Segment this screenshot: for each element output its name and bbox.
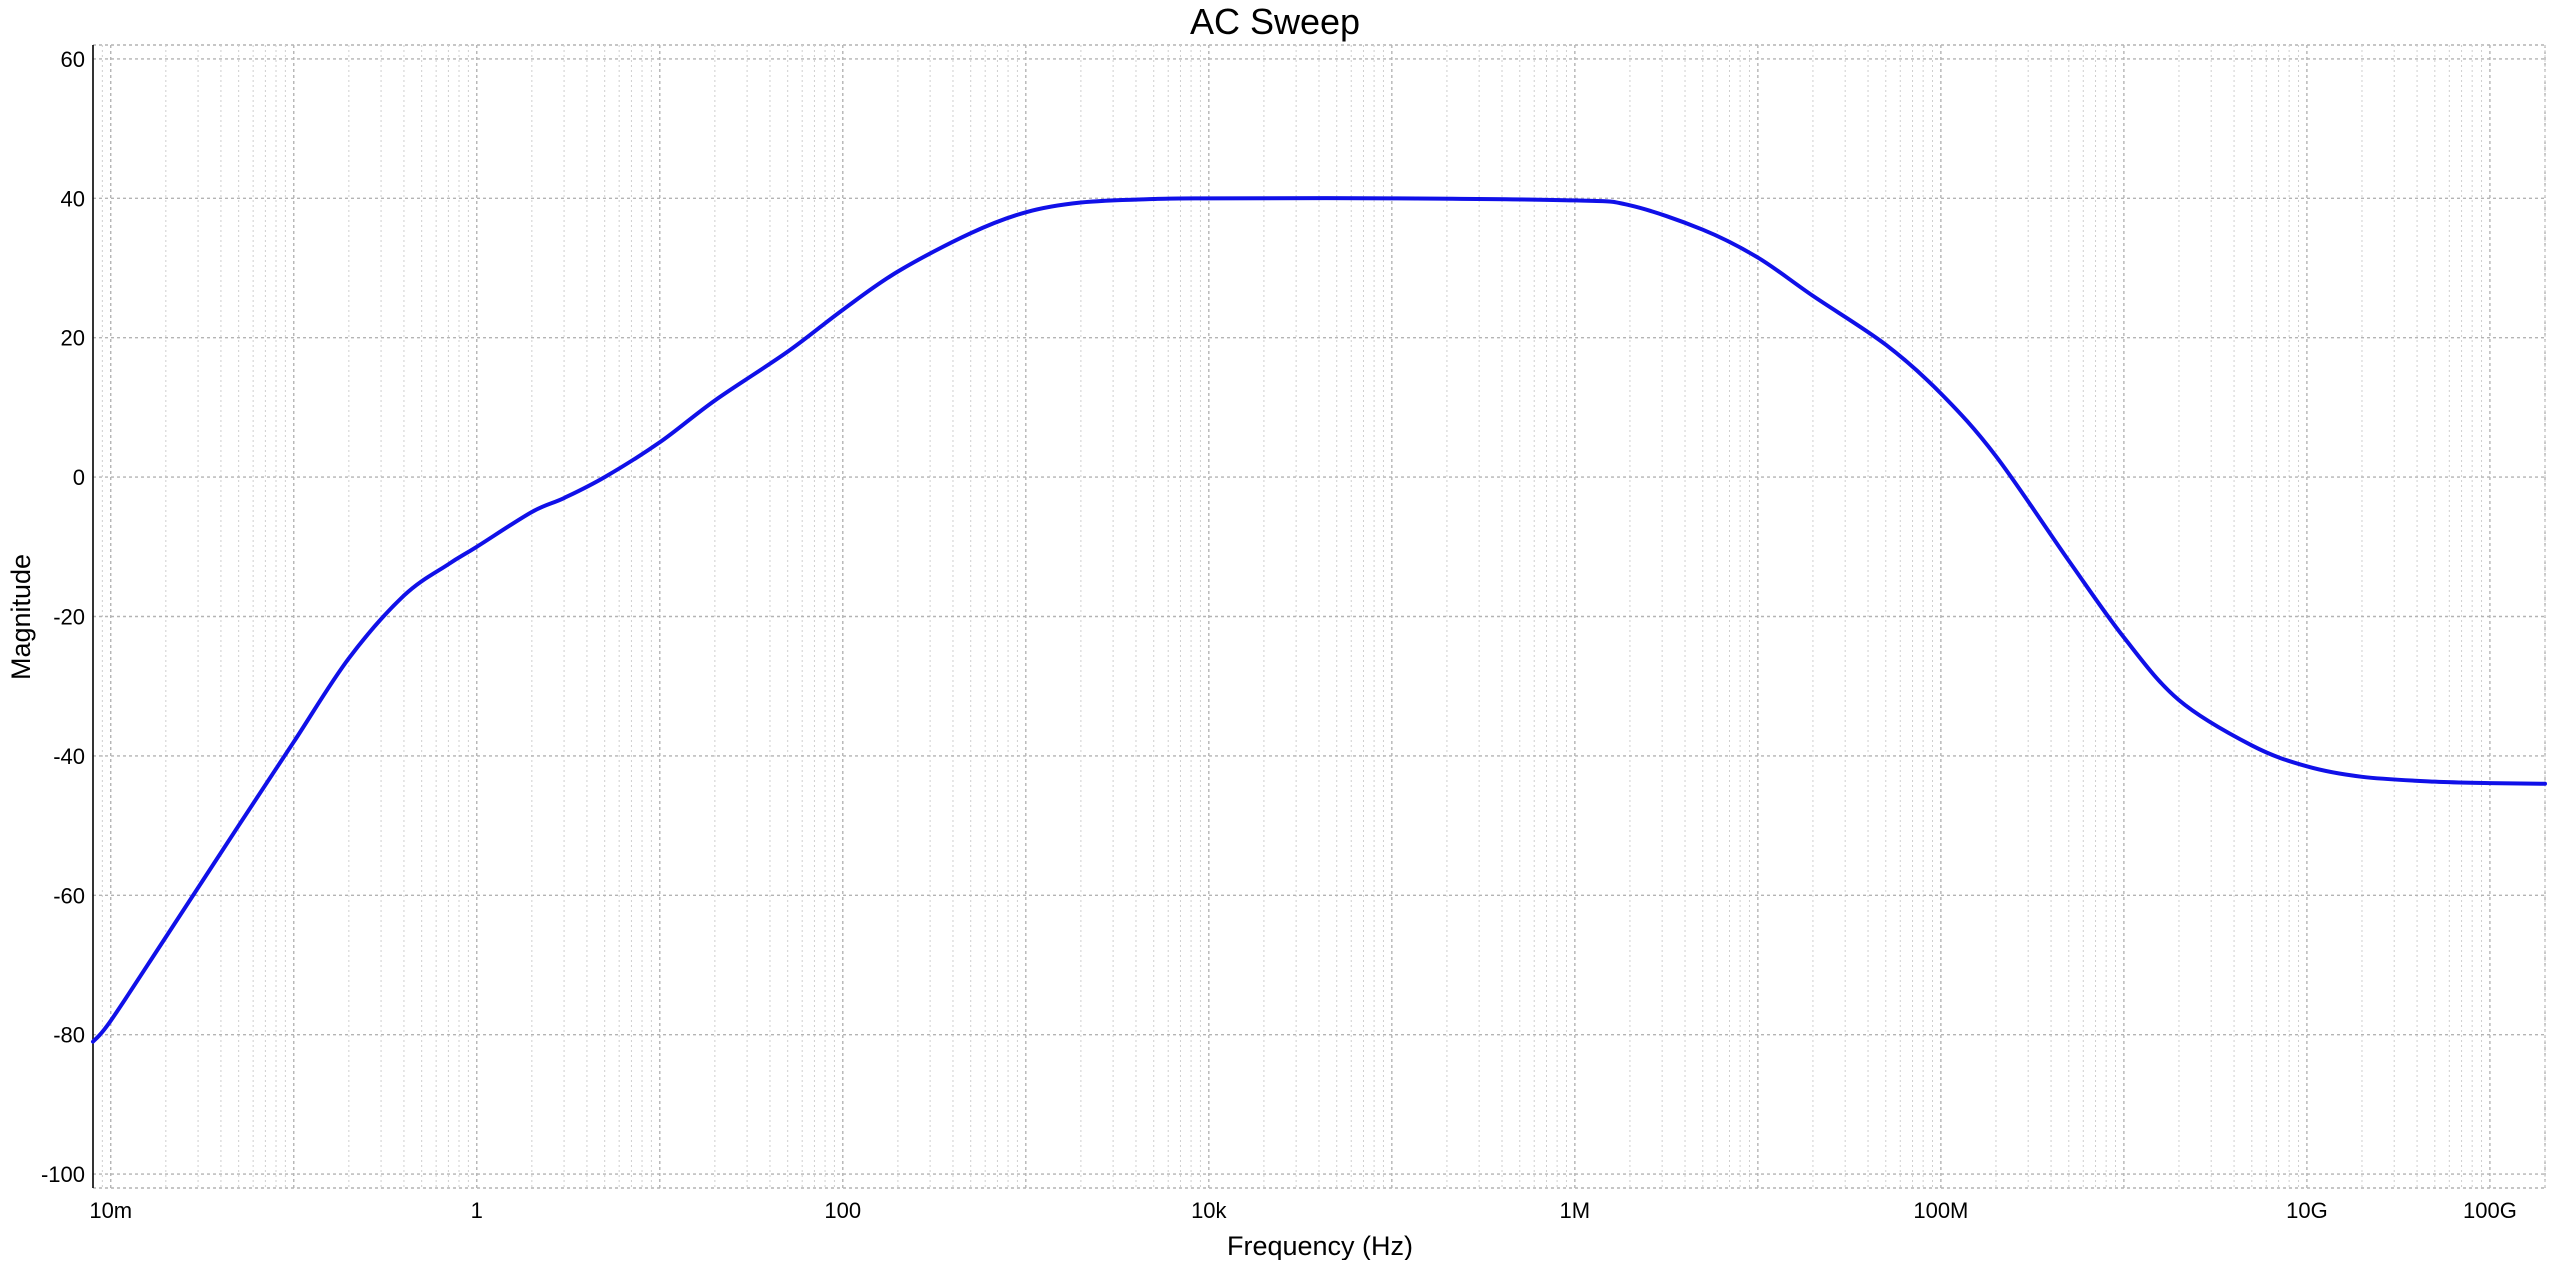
grid [92, 44, 2546, 1189]
series-line-0 [91, 196, 2547, 1044]
y-tick-label: 60 [61, 47, 85, 72]
y-tick-label: -80 [53, 1023, 85, 1048]
y-axis-label: Magnitude [6, 554, 36, 680]
y-tick-label: -100 [41, 1162, 85, 1187]
y-tick-label: -40 [53, 744, 85, 769]
x-axis-label: Frequency (Hz) [1227, 1231, 1413, 1260]
x-tick-label: 100M [1913, 1198, 1968, 1223]
x-tick-label: 1M [1560, 1198, 1591, 1223]
series [91, 196, 2547, 1044]
chart-title: AC Sweep [1190, 1, 1360, 42]
x-tick-label: 100G [2463, 1198, 2517, 1223]
y-tick-label: -20 [53, 605, 85, 630]
x-tick-label: 10k [1191, 1198, 1227, 1223]
x-tick-label: 10m [89, 1198, 132, 1223]
x-tick-label: 1 [471, 1198, 483, 1223]
y-tick-label: 20 [61, 326, 85, 351]
y-tick-label: 0 [73, 465, 85, 490]
y-tick-label: -60 [53, 883, 85, 908]
x-tick-label: 10G [2286, 1198, 2328, 1223]
x-tick-label: 100 [824, 1198, 861, 1223]
y-tick-label: 40 [61, 186, 85, 211]
